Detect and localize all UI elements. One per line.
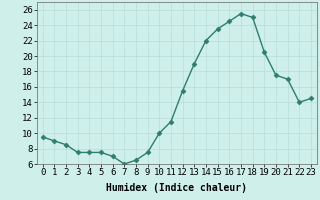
X-axis label: Humidex (Indice chaleur): Humidex (Indice chaleur) [106, 183, 247, 193]
